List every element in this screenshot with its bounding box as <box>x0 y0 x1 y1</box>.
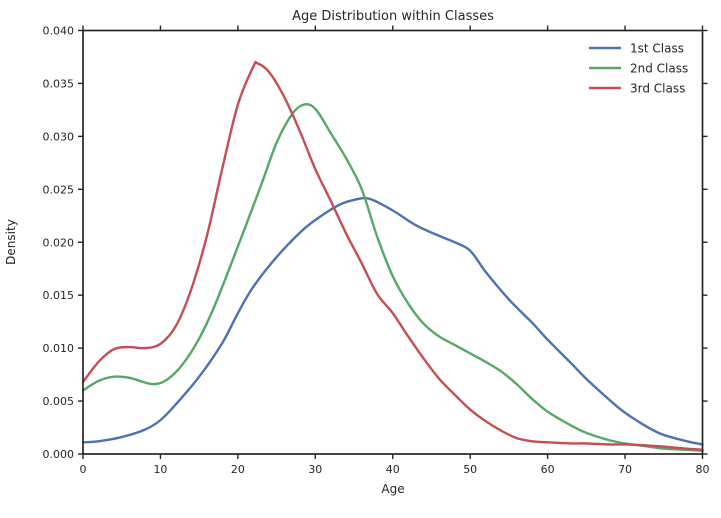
x-tick-label: 0 <box>80 463 87 476</box>
series-curves <box>81 60 704 453</box>
x-axis-label: Age <box>381 482 404 496</box>
plot-frame <box>82 29 704 455</box>
x-tick-label: 10 <box>153 463 167 476</box>
legend-label-1st-class: 1st Class <box>630 42 684 56</box>
y-tick-label: 0.035 <box>43 77 75 90</box>
chart-title: Age Distribution within Classes <box>292 9 494 24</box>
x-tick-label: 50 <box>463 463 477 476</box>
legend-label-2nd-class: 2nd Class <box>630 62 688 76</box>
legend-label-3rd-class: 3rd Class <box>630 82 685 96</box>
legend-item-1st-class: 1st Class <box>589 42 684 56</box>
x-tick-label: 70 <box>618 463 632 476</box>
series-line-2nd-class <box>81 103 704 453</box>
x-tick-label: 40 <box>386 463 400 476</box>
axis-tick-labels: 0 10 20 30 40 50 60 70 80 0.000 0.005 0.010 0.015 0.0… <box>43 25 710 477</box>
y-axis-label: Density <box>4 219 18 265</box>
x-tick-label: 80 <box>696 463 710 476</box>
y-tick-label: 0.005 <box>43 395 75 408</box>
y-tick-label: 0.030 <box>43 130 75 143</box>
legend-item-3rd-class: 3rd Class <box>589 82 685 96</box>
axis-ticks <box>78 25 708 459</box>
y-tick-label: 0.000 <box>43 448 75 461</box>
plot-spines <box>82 29 704 455</box>
x-tick-label: 20 <box>231 463 245 476</box>
series-line-1st-class <box>81 196 704 446</box>
x-tick-label: 60 <box>541 463 555 476</box>
y-tick-label: 0.010 <box>43 342 75 355</box>
series-line-3rd-class <box>81 60 704 451</box>
y-tick-label: 0.015 <box>43 289 75 302</box>
y-tick-label: 0.020 <box>43 236 75 249</box>
x-tick-label: 30 <box>308 463 322 476</box>
y-tick-label: 0.025 <box>43 183 75 196</box>
legend-item-2nd-class: 2nd Class <box>589 62 688 76</box>
legend: 1st Class 2nd Class 3rd Class <box>589 42 688 96</box>
y-tick-label: 0.040 <box>43 25 75 38</box>
